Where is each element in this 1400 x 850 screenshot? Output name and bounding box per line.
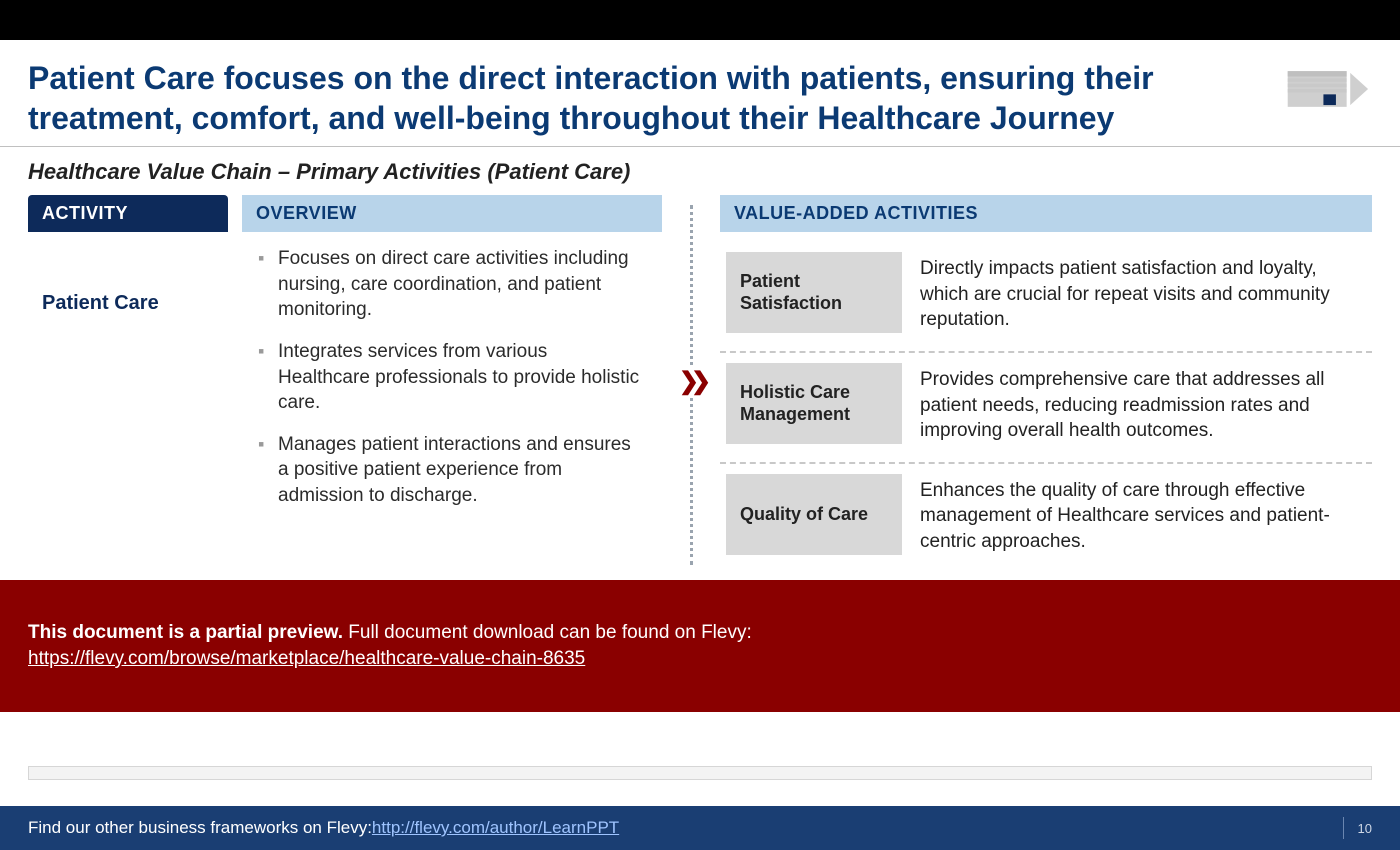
content-area: ACTIVITY Patient Care OVERVIEW Focuses o… — [0, 195, 1400, 573]
chevron-icon: ❯❯ — [679, 365, 703, 398]
value-added-row: Patient Satisfaction Directly impacts pa… — [720, 242, 1372, 353]
footer-text: Find our other business frameworks on Fl… — [28, 818, 372, 838]
value-added-items: Patient Satisfaction Directly impacts pa… — [720, 232, 1372, 573]
value-added-label: Holistic Care Management — [726, 363, 902, 444]
value-added-column: VALUE-ADDED ACTIVITIES Patient Satisfact… — [720, 195, 1372, 573]
overview-item: Manages patient interactions and ensures… — [250, 432, 644, 525]
value-added-header: VALUE-ADDED ACTIVITIES — [720, 195, 1372, 232]
slide-title: Patient Care focuses on the direct inter… — [28, 58, 1282, 138]
bottom-gray-strip — [28, 766, 1372, 780]
preview-text: This document is a partial preview. Full… — [28, 622, 1372, 644]
preview-bold: This document is a partial preview. — [28, 622, 343, 643]
slide: Patient Care focuses on the direct inter… — [0, 40, 1400, 850]
activity-header: ACTIVITY — [28, 195, 228, 232]
overview-body: Focuses on direct care activities includ… — [242, 232, 662, 539]
value-added-row: Holistic Care Management Provides compre… — [720, 353, 1372, 464]
preview-banner: This document is a partial preview. Full… — [0, 580, 1400, 712]
value-added-desc: Provides comprehensive care that address… — [920, 363, 1366, 444]
top-black-bar — [0, 0, 1400, 40]
overview-column: OVERVIEW Focuses on direct care activiti… — [242, 195, 662, 539]
title-row: Patient Care focuses on the direct inter… — [0, 40, 1400, 147]
overview-item: Focuses on direct care activities includ… — [250, 246, 644, 339]
left-columns: ACTIVITY Patient Care OVERVIEW Focuses o… — [28, 195, 662, 539]
overview-header: OVERVIEW — [242, 195, 662, 232]
value-added-label: Patient Satisfaction — [726, 252, 902, 333]
logo-icon — [1282, 64, 1372, 114]
activity-column: ACTIVITY Patient Care — [28, 195, 228, 539]
page-number: 10 — [1358, 821, 1372, 836]
value-added-desc: Directly impacts patient satisfaction an… — [920, 252, 1366, 333]
footer-separator — [1343, 817, 1344, 839]
footer-link[interactable]: http://flevy.com/author/LearnPPT — [372, 818, 619, 838]
overview-item: Integrates services from various Healthc… — [250, 339, 644, 432]
footer-bar: Find our other business frameworks on Fl… — [0, 806, 1400, 850]
preview-url-link[interactable]: https://flevy.com/browse/marketplace/hea… — [28, 648, 585, 670]
footer-page-wrap: 10 — [1343, 817, 1372, 839]
value-added-label: Quality of Care — [726, 474, 902, 555]
preview-rest: Full document download can be found on F… — [343, 622, 752, 643]
value-added-desc: Enhances the quality of care through eff… — [920, 474, 1366, 555]
slide-subtitle: Healthcare Value Chain – Primary Activit… — [0, 147, 1400, 195]
activity-name: Patient Care — [28, 232, 228, 315]
value-added-row: Quality of Care Enhances the quality of … — [720, 464, 1372, 573]
divider-column: ❯❯ — [676, 195, 706, 398]
